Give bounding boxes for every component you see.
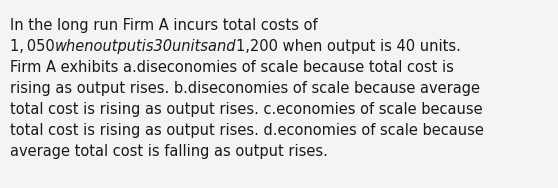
Text: Firm A exhibits a.diseconomies of scale because total cost is: Firm A exhibits a.diseconomies of scale … — [10, 60, 454, 75]
Text: 1, 050: 1, 050 — [10, 39, 55, 54]
Text: 1,200 when output is 40 units.: 1,200 when output is 40 units. — [236, 39, 461, 54]
Text: total cost is rising as output rises. c.economies of scale because: total cost is rising as output rises. c.… — [10, 102, 483, 117]
Text: whenoutputis30unitsand: whenoutputis30unitsand — [55, 39, 236, 54]
Text: average total cost is falling as output rises.: average total cost is falling as output … — [10, 144, 328, 159]
Text: rising as output rises. b.diseconomies of scale because average: rising as output rises. b.diseconomies o… — [10, 81, 480, 96]
Text: total cost is rising as output rises. d.economies of scale because: total cost is rising as output rises. d.… — [10, 123, 484, 138]
Text: In the long run Firm A incurs total costs of: In the long run Firm A incurs total cost… — [10, 18, 318, 33]
